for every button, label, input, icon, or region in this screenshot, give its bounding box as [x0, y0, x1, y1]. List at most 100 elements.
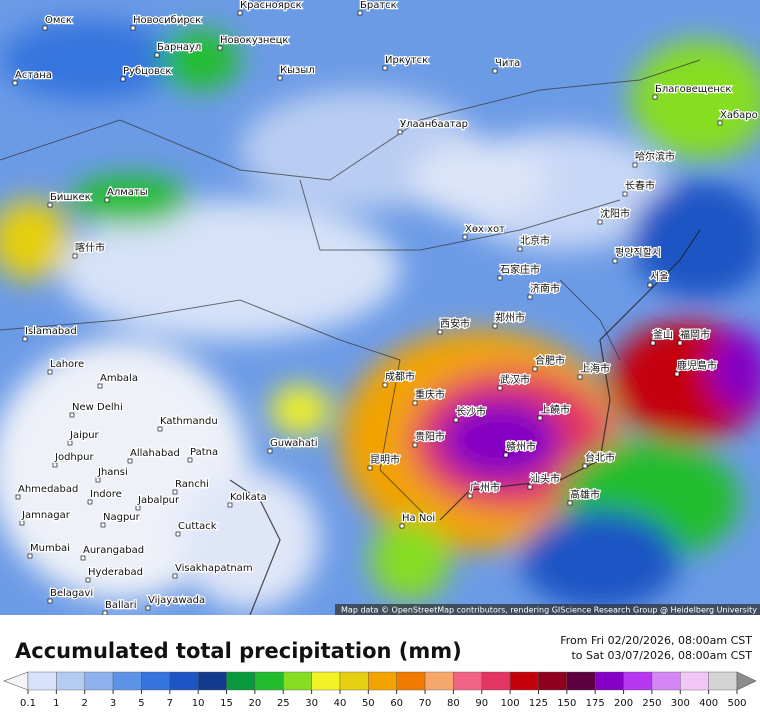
place-marker	[95, 477, 101, 483]
place-marker	[717, 120, 723, 126]
place-label: Guwahati	[270, 438, 318, 449]
legend-swatch	[680, 671, 709, 691]
legend-swatch	[623, 671, 653, 691]
legend-swatch	[368, 671, 397, 691]
place-label: 济南市	[530, 282, 560, 295]
legend-swatch	[396, 671, 426, 691]
legend-swatch	[453, 671, 482, 691]
place-label: Allahabad	[130, 448, 180, 459]
legend-tick-label: 150	[557, 698, 576, 709]
legend-swatch	[56, 671, 85, 691]
place-label: Jamnagar	[21, 510, 71, 521]
place-label: 哈尔滨市	[635, 150, 675, 163]
place-marker	[652, 94, 658, 100]
place-label: 广州市	[470, 481, 500, 494]
place-marker	[85, 577, 91, 583]
legend-tick-label: 2	[82, 698, 88, 709]
place-marker	[532, 366, 538, 372]
place-label: Улаанбаатар	[400, 119, 468, 130]
map: Омск Новосибирск Красноярск Братск Барнаул Но…	[0, 0, 760, 615]
place-label: 喀什市	[75, 241, 105, 254]
place-label: Алматы	[107, 187, 148, 198]
place-marker	[27, 553, 33, 559]
place-label: Рубцовск	[123, 66, 171, 77]
place-label: 鹿児島市	[677, 359, 717, 372]
place-marker	[650, 340, 656, 346]
place-label: Барнаул	[157, 42, 201, 53]
place-label: Patna	[190, 447, 218, 458]
place-marker	[47, 202, 53, 208]
legend-tick-label: 300	[671, 698, 690, 709]
place-label: Чита	[495, 58, 520, 69]
place-marker	[172, 573, 178, 579]
place-marker	[127, 458, 133, 464]
legend-swatch	[538, 671, 568, 691]
place-label: 重庆市	[415, 388, 445, 401]
place-label: Благовещенск	[655, 84, 731, 95]
place-marker	[154, 52, 160, 58]
legend-tick-label: 25	[277, 698, 290, 709]
legend-swatch	[311, 671, 341, 691]
place-marker	[19, 520, 25, 526]
place-marker	[47, 598, 53, 604]
legend-swatch	[112, 671, 142, 691]
legend-tick-label: 200	[614, 698, 633, 709]
legend-swatch	[651, 671, 681, 691]
legend-swatch	[424, 671, 454, 691]
place-label: 평양직할시	[615, 247, 661, 259]
place-label: Jodhpur	[54, 452, 94, 463]
place-marker	[497, 275, 503, 281]
legend-tick-label: 5	[138, 698, 144, 709]
place-marker	[12, 80, 18, 86]
place-marker	[412, 400, 418, 406]
place-marker	[632, 162, 638, 168]
legend-tick-label: 125	[529, 698, 548, 709]
legend-tick-label: 40	[334, 698, 347, 709]
place-label: 西安市	[440, 317, 470, 330]
place-label: Belagavi	[50, 588, 93, 599]
legend-swatch	[27, 671, 57, 691]
legend-tick-label: 7	[167, 698, 173, 709]
place-marker	[67, 440, 73, 446]
place-label: Хөх хот	[465, 224, 505, 235]
place-marker	[267, 448, 273, 454]
place-label: Астана	[15, 70, 52, 81]
legend-swatch	[141, 671, 171, 691]
place-label: 武汉市	[500, 373, 530, 386]
place-label: 长春市	[625, 179, 655, 192]
place-marker	[467, 493, 473, 499]
place-label: Братск	[360, 0, 397, 11]
place-marker	[100, 522, 106, 528]
legend-swatch	[566, 671, 596, 691]
legend-swatch	[197, 671, 227, 691]
place-label: Visakhapatnam	[175, 563, 253, 574]
place-marker	[497, 385, 503, 391]
place-marker	[399, 523, 405, 529]
place-marker	[492, 68, 498, 74]
place-marker	[674, 371, 680, 377]
place-label: Красноярск	[240, 0, 302, 11]
place-marker	[175, 531, 181, 537]
place-marker	[357, 10, 363, 16]
place-marker	[72, 253, 78, 259]
legend-swatch	[595, 671, 624, 691]
place-marker	[437, 329, 443, 335]
place-label: 沈阳市	[600, 207, 630, 220]
place-label: 北京市	[520, 234, 550, 247]
place-label: 成都市	[385, 370, 415, 383]
place-label: Indore	[90, 489, 122, 500]
place-label: 上海市	[580, 362, 610, 375]
legend-swatch	[226, 671, 256, 691]
legend-tick-label: 175	[586, 698, 605, 709]
place-marker	[647, 282, 653, 288]
legend-tick-label: 60	[390, 698, 403, 709]
place-marker	[237, 10, 243, 16]
place-label: Хабаро	[720, 110, 758, 121]
place-marker	[597, 219, 603, 225]
place-label: Aurangabad	[83, 545, 144, 556]
place-label: Омск	[45, 15, 72, 26]
place-marker	[517, 246, 523, 252]
place-marker	[397, 129, 403, 135]
place-marker	[97, 383, 103, 389]
